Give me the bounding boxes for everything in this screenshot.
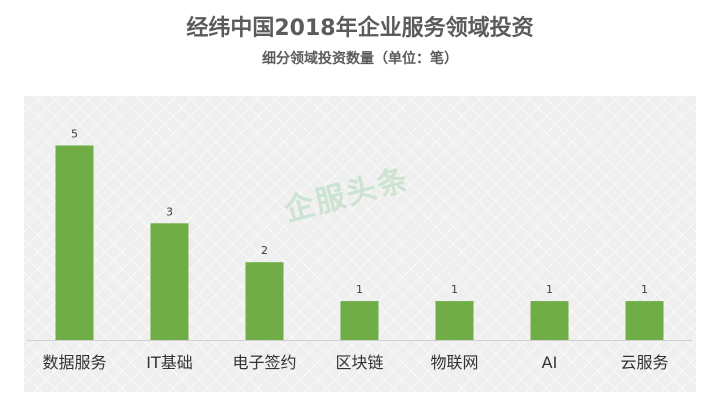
- x-tick-label: 物联网: [430, 353, 478, 372]
- x-tick-label: 电子签约: [232, 353, 296, 372]
- bar: [55, 145, 94, 340]
- bar-value-label: 1: [641, 283, 648, 296]
- bar: [340, 301, 379, 340]
- x-tick-label: IT基础: [146, 353, 193, 372]
- bar: [245, 262, 284, 340]
- bar-value-label: 5: [71, 127, 78, 140]
- bar-value-label: 1: [451, 283, 458, 296]
- plot-area: [24, 96, 696, 392]
- x-tick-label: AI: [542, 353, 558, 372]
- chart-title: 经纬中国2018年企业服务领域投资: [186, 16, 534, 41]
- bar: [150, 223, 189, 340]
- bar: [625, 301, 664, 340]
- bar-value-label: 3: [166, 205, 173, 218]
- bar-value-label: 1: [546, 283, 553, 296]
- chart-subtitle: 细分领域投资数量（单位：笔）: [262, 51, 458, 67]
- bar-value-label: 2: [261, 244, 268, 257]
- bar: [530, 301, 569, 340]
- x-tick-label: 数据服务: [42, 353, 106, 372]
- x-tick-label: 云服务: [620, 353, 668, 372]
- x-tick-label: 区块链: [335, 353, 383, 372]
- bar-value-label: 1: [356, 283, 363, 296]
- bar: [435, 301, 474, 340]
